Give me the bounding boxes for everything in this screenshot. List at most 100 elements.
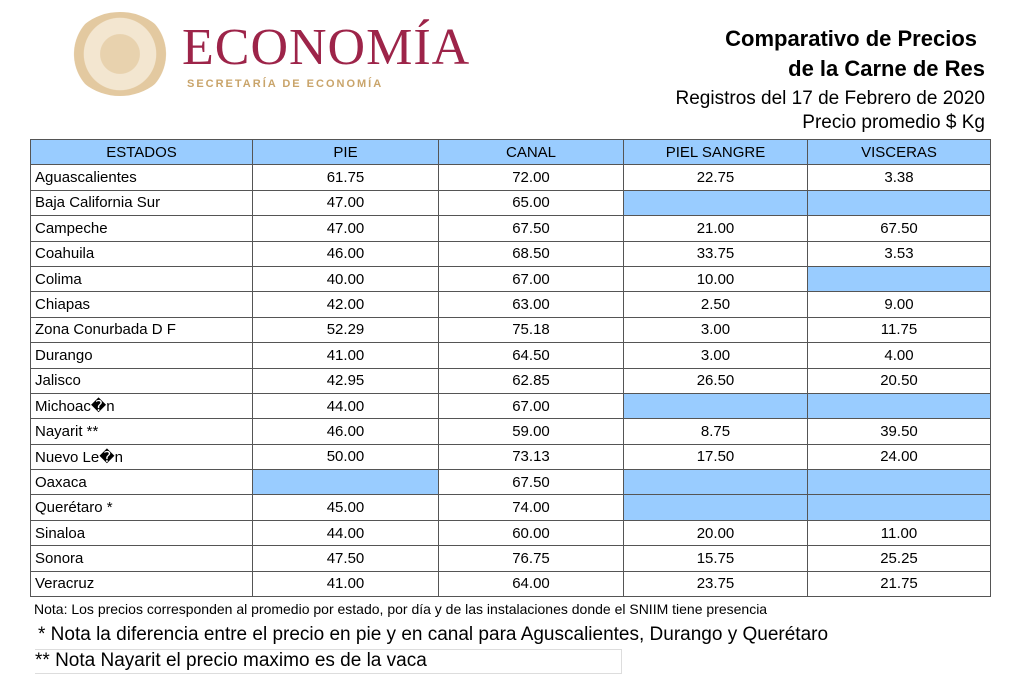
state-cell: Nuevo Le�n: [30, 443, 253, 471]
price-cell: 67.50: [438, 469, 624, 496]
column-header: PIEL SANGRE: [623, 138, 808, 166]
price-cell: 46.00: [252, 240, 439, 267]
table-row: Sinaloa 44.00 60.00 20.00 11.00: [30, 519, 991, 547]
price-table: ESTADOS PIE CANAL PIEL SANGRE VISCERAS Aguas…: [30, 138, 991, 598]
price-cell: [623, 494, 808, 521]
table-row: Oaxaca 67.50: [30, 469, 991, 496]
note-difference: * Nota la diferencia entre el precio en …: [38, 624, 829, 645]
price-cell: 33.75: [623, 240, 808, 267]
price-cell: 39.50: [807, 418, 991, 445]
table-row: Nayarit ** 46.00 59.00 8.75 39.50: [30, 418, 991, 445]
price-cell: 67.50: [438, 215, 624, 242]
logo-text: ECONOMÍA: [182, 19, 471, 76]
price-cell: 60.00: [438, 519, 624, 547]
price-cell: 24.00: [807, 443, 991, 471]
state-cell: Jalisco: [30, 367, 253, 394]
price-cell: 65.00: [438, 189, 624, 217]
note-general: Nota: Los precios corresponden al promed…: [34, 601, 768, 617]
price-cell: 21.00: [623, 215, 808, 242]
price-cell: 67.00: [438, 265, 624, 293]
state-cell: Veracruz: [30, 570, 253, 598]
price-cell: 9.00: [807, 291, 991, 318]
state-cell: Aguascalientes: [30, 164, 253, 191]
price-cell: 42.00: [252, 291, 439, 318]
state-cell: Nayarit **: [30, 418, 253, 445]
state-cell: Querétaro *: [30, 494, 253, 521]
table-row: Aguascalientes 61.75 72.00 22.75 3.38: [30, 164, 991, 191]
price-cell: 41.00: [252, 570, 439, 598]
price-cell: 17.50: [623, 443, 808, 471]
price-cell: 22.75: [623, 164, 808, 191]
price-cell: 59.00: [438, 418, 624, 445]
state-cell: Durango: [30, 342, 253, 369]
price-cell: 3.38: [807, 164, 991, 191]
table-row: Chiapas 42.00 63.00 2.50 9.00: [30, 291, 991, 318]
price-cell: [623, 392, 808, 420]
column-header: ESTADOS: [30, 138, 253, 166]
price-cell: 68.50: [438, 240, 624, 267]
table-row: Colima 40.00 67.00 10.00: [30, 265, 991, 293]
state-cell: Coahuila: [30, 240, 253, 267]
price-cell: 64.00: [438, 570, 624, 598]
table-row: Coahuila 46.00 68.50 33.75 3.53: [30, 240, 991, 267]
state-cell: Campeche: [30, 215, 253, 242]
date-line: Registros del 17 de Febrero de 2020: [675, 88, 985, 109]
table-row: Campeche 47.00 67.50 21.00 67.50: [30, 215, 991, 242]
price-cell: [623, 189, 808, 217]
price-cell: 47.00: [252, 189, 439, 217]
state-cell: Michoac�n: [30, 392, 253, 420]
price-cell: 62.85: [438, 367, 624, 394]
price-cell: 10.00: [623, 265, 808, 293]
table-row: Sonora 47.50 76.75 15.75 25.25: [30, 545, 991, 572]
price-cell: 40.00: [252, 265, 439, 293]
column-header: VISCERAS: [807, 138, 991, 166]
state-cell: Sonora: [30, 545, 253, 572]
national-seal-icon: [70, 12, 170, 96]
logo-subtitle: SECRETARÍA DE ECONOMÍA: [187, 78, 384, 90]
price-cell: 50.00: [252, 443, 439, 471]
table-row: Veracruz 41.00 64.00 23.75 21.75: [30, 570, 991, 598]
price-cell: 67.00: [438, 392, 624, 420]
table-row: Nuevo Le�n 50.00 73.13 17.50 24.00: [30, 443, 991, 471]
unit-line: Precio promedio $ Kg: [802, 112, 985, 133]
price-cell: 45.00: [252, 494, 439, 521]
price-cell: 2.50: [623, 291, 808, 318]
price-cell: 23.75: [623, 570, 808, 598]
price-cell: 44.00: [252, 519, 439, 547]
price-cell: 47.50: [252, 545, 439, 572]
price-cell: [807, 469, 991, 496]
price-cell: [807, 265, 991, 293]
state-cell: Oaxaca: [30, 469, 253, 496]
price-cell: [807, 189, 991, 217]
price-cell: 44.00: [252, 392, 439, 420]
price-cell: 21.75: [807, 570, 991, 598]
price-cell: 3.00: [623, 316, 808, 344]
price-cell: 8.75: [623, 418, 808, 445]
table-row: Zona Conurbada D F 52.29 75.18 3.00 11.75: [30, 316, 991, 344]
state-cell: Chiapas: [30, 291, 253, 318]
price-cell: 11.75: [807, 316, 991, 344]
state-cell: Zona Conurbada D F: [30, 316, 253, 344]
price-cell: 20.00: [623, 519, 808, 547]
price-cell: 52.29: [252, 316, 439, 344]
price-cell: 47.00: [252, 215, 439, 242]
price-cell: 11.00: [807, 519, 991, 547]
state-cell: Colima: [30, 265, 253, 293]
title-line1: Comparativo de Precios: [725, 26, 977, 51]
price-cell: 72.00: [438, 164, 624, 191]
price-cell: 73.13: [438, 443, 624, 471]
price-cell: 46.00: [252, 418, 439, 445]
price-cell: 42.95: [252, 367, 439, 394]
price-cell: 25.25: [807, 545, 991, 572]
price-cell: 75.18: [438, 316, 624, 344]
price-cell: 26.50: [623, 367, 808, 394]
table-row: Michoac�n 44.00 67.00: [30, 392, 991, 420]
economia-logo: ECONOMÍA SECRETARÍA DE ECONOMÍA: [70, 8, 520, 98]
price-cell: 63.00: [438, 291, 624, 318]
price-cell: 3.00: [623, 342, 808, 369]
price-cell: 67.50: [807, 215, 991, 242]
title-line2: de la Carne de Res: [788, 56, 985, 81]
price-cell: 61.75: [252, 164, 439, 191]
price-cell: 76.75: [438, 545, 624, 572]
state-cell: Sinaloa: [30, 519, 253, 547]
